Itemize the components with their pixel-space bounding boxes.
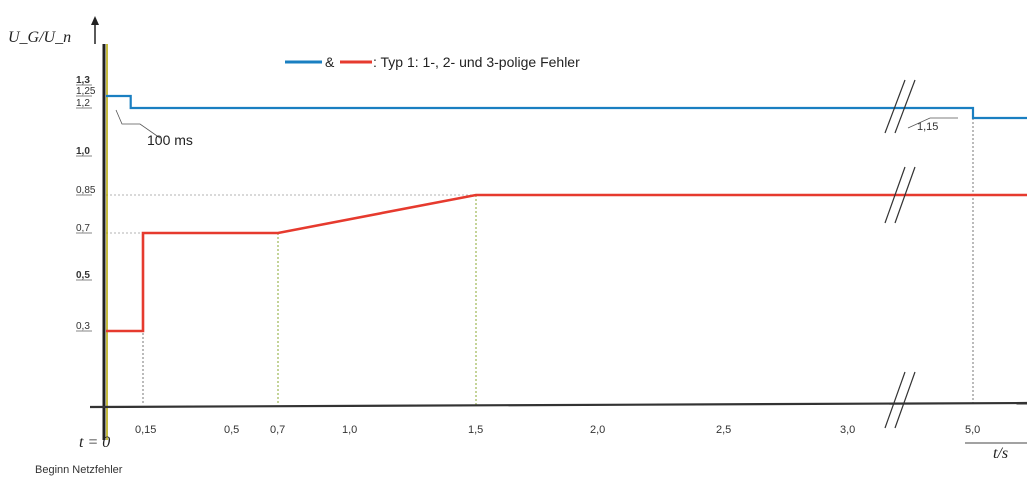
y-axis-label: U_G/U_n: [8, 29, 71, 46]
y-tick-label: 1,25: [76, 86, 96, 97]
x-tick-label: 5,0: [965, 424, 980, 436]
x-tick-label: 0,5: [224, 424, 239, 436]
legend-joiner: &: [325, 54, 335, 70]
break-slash: [884, 371, 906, 429]
series-line-red: [106, 193, 1027, 333]
y-tick-label: 1,0: [76, 146, 90, 157]
y-tick-label: 0,7: [76, 223, 90, 234]
y-tick-label: 0,5: [76, 270, 90, 281]
fault-start-label: Beginn Netzfehler: [35, 464, 123, 476]
x-axis-label: t/s: [993, 445, 1008, 462]
duration-leader: [115, 109, 161, 139]
y-tick-label: 1,2: [76, 98, 90, 109]
legend-text: : Typ 1: 1-, 2- und 3-polige Fehler: [373, 54, 580, 70]
axes: [89, 44, 1027, 440]
series-lines: [106, 94, 1027, 333]
break-slash: [894, 166, 916, 224]
tick-labels: 1,31,251,2 1,0 0,85 0,7 0,5 0,3 0,15 0,5 0,7 1,0 1…: [76, 75, 1027, 462]
y-tick-label: 0,3: [76, 321, 90, 332]
x-tick-label: 2,5: [716, 424, 731, 436]
x-axis-line: [89, 401, 1027, 409]
y-axis-label-text: U_G/U_n: [8, 29, 71, 46]
series-line-blue: [106, 94, 1027, 120]
break-slash: [884, 166, 906, 224]
value-label: 1,15: [917, 121, 938, 133]
x-tick-label: 0,15: [135, 424, 156, 436]
t0-label: t = 0: [79, 434, 110, 451]
x-tick-label: 0,7: [270, 424, 285, 436]
guide-lines: [106, 118, 974, 405]
x-tick-label: 2,0: [590, 424, 605, 436]
y-tick-label: 1,3: [76, 75, 90, 86]
duration-label: 100 ms: [147, 132, 193, 148]
annotations: 100 ms 1,15 t = 0 Beginn Netzfehler: [35, 109, 958, 476]
break-slash: [894, 371, 916, 429]
break-slash: [894, 79, 916, 134]
x-tick-label: 1,5: [468, 424, 483, 436]
axis-break-marks: [884, 79, 916, 429]
legend: & : Typ 1: 1-, 2- und 3-polige Fehler: [285, 54, 580, 70]
value-leader: [907, 117, 958, 129]
y-tick-label: 0,85: [76, 185, 96, 196]
x-tick-label: 1,0: [342, 424, 357, 436]
break-slash: [884, 79, 906, 134]
x-tick-label: 3,0: [840, 424, 855, 436]
